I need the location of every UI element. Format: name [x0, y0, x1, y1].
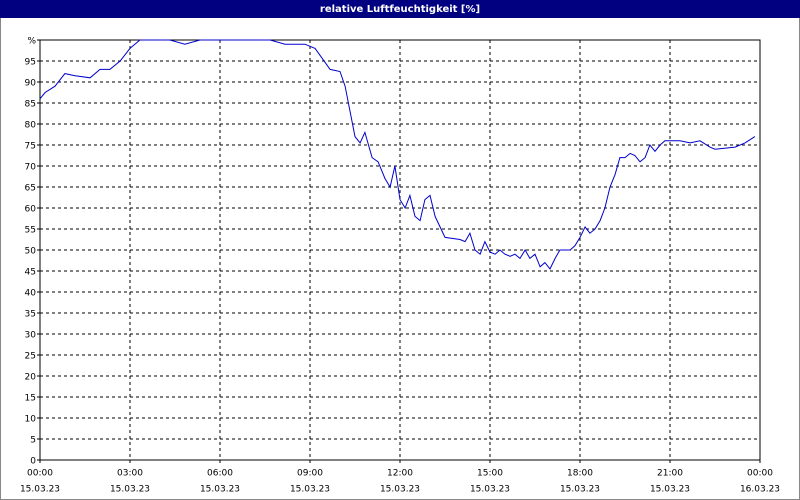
x-tick-label: 18:00 [567, 469, 593, 479]
x-tick-label: 15:00 [477, 469, 503, 479]
y-tick-label: 75 [25, 142, 36, 152]
data-line [39, 39, 756, 270]
x-tick-date: 15.03.23 [650, 485, 690, 495]
y-tick-label: 80 [25, 121, 37, 131]
y-tick-label: 60 [25, 205, 37, 215]
y-tick-label: 50 [25, 247, 37, 257]
x-tick-label: 21:00 [657, 469, 683, 479]
y-tick-label: 25 [25, 352, 36, 362]
y-tick-label: 65 [25, 184, 36, 194]
x-tick-label: 00:00 [27, 469, 53, 479]
y-tick-label: 90 [25, 79, 37, 89]
y-tick-label: 5 [30, 436, 36, 446]
plot-border [39, 39, 761, 461]
y-tick-label: 85 [25, 100, 36, 110]
x-tick-date: 15.03.23 [20, 485, 60, 495]
y-tick-label: 15 [25, 394, 36, 404]
x-tick-date: 15.03.23 [470, 485, 510, 495]
chart-title: relative Luftfeuchtigkeit [%] [320, 4, 480, 15]
x-tick-label: 00:00 [747, 469, 773, 479]
y-tick-label: 20 [25, 373, 37, 383]
y-tick-label: 70 [25, 163, 37, 173]
title-bar [0, 0, 800, 18]
x-tick-label: 12:00 [387, 469, 413, 479]
y-tick-label: 95 [25, 58, 36, 68]
y-tick-label: 55 [25, 226, 36, 236]
x-tick-date: 15.03.23 [380, 485, 420, 495]
x-tick-date: 15.03.23 [200, 485, 240, 495]
y-tick-label: 40 [25, 289, 37, 299]
y-tick-label: 45 [25, 268, 36, 278]
y-tick-label: % [27, 37, 36, 47]
x-tick-label: 09:00 [297, 469, 323, 479]
y-tick-label: 35 [25, 310, 36, 320]
x-tick-date: 16.03.23 [740, 485, 780, 495]
x-tick-label: 03:00 [117, 469, 143, 479]
y-tick-label: 30 [25, 331, 37, 341]
x-tick-date: 15.03.23 [290, 485, 330, 495]
x-tick-date: 15.03.23 [110, 485, 150, 495]
y-tick-label: 0 [30, 457, 36, 467]
x-tick-label: 06:00 [207, 469, 233, 479]
x-tick-date: 15.03.23 [560, 485, 600, 495]
y-tick-label: 10 [25, 415, 37, 425]
